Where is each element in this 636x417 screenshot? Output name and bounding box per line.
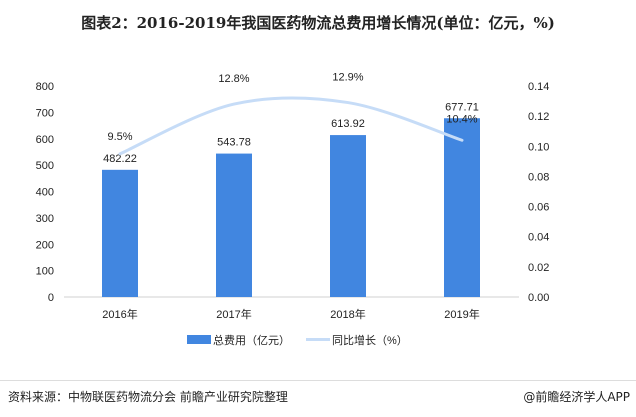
right-axis-tick-label: 0.14 (528, 81, 549, 93)
footer-divider (0, 380, 636, 381)
legend-line-label: 同比增长（%） (332, 333, 408, 347)
chart-svg: 0 100 200 300 400 500 600 700 800 0.00 0.02 0.04 0.0… (36, 72, 550, 347)
x-axis-tick-label: 2018年 (330, 307, 365, 321)
left-axis-tick-label: 0 (48, 292, 54, 304)
left-axis-tick-label: 100 (36, 266, 54, 278)
chart-title: 图表2：2016-2019年我国医药物流总费用增长情况(单位：亿元，%) (81, 14, 555, 32)
growth-line (118, 96, 464, 156)
x-axis-tick-label: 2016年 (102, 307, 137, 321)
right-axis-tick-label: 0.12 (528, 111, 549, 123)
line-value-label: 9.5% (107, 131, 132, 143)
left-axis-tick-label: 400 (36, 187, 54, 199)
bar-value-label: 482.22 (103, 153, 137, 165)
right-axis-tick-label: 0.02 (528, 262, 549, 274)
left-axis-tick-label: 200 (36, 239, 54, 251)
line-value-label: 12.8% (218, 73, 249, 85)
bar-value-label: 613.92 (331, 118, 365, 130)
bar-2018年 (330, 135, 366, 297)
bar-value-label: 543.78 (217, 137, 251, 149)
legend-bar-label: 总费用（亿元） (213, 333, 290, 347)
right-axis-tick-label: 0.00 (528, 292, 549, 304)
left-axis-tick-label: 500 (36, 160, 54, 172)
line-value-label: 12.9% (332, 72, 363, 84)
left-axis-tick-label: 700 (36, 107, 54, 119)
bar-2016年 (102, 169, 138, 297)
x-axis-tick-label: 2017年 (216, 307, 251, 321)
source-note: 资料来源：中物联医药物流分会 前瞻产业研究院整理 (8, 390, 288, 404)
left-axis-tick-label: 800 (36, 81, 54, 93)
right-axis-tick-label: 0.06 (528, 202, 549, 214)
left-axis-tick-label: 600 (36, 134, 54, 146)
right-axis-tick-label: 0.04 (528, 232, 549, 244)
line-value-label: 10.4% (446, 113, 477, 125)
bar-value-label: 677.71 (445, 101, 479, 113)
x-axis-tick-label: 2019年 (444, 307, 479, 321)
bar-2017年 (216, 153, 252, 297)
bar-2019年 (444, 118, 480, 297)
legend-bar-swatch (187, 335, 211, 344)
credit-note: @前瞻经济学人APP (523, 390, 630, 404)
right-axis-tick-label: 0.08 (528, 171, 549, 183)
left-axis-tick-label: 300 (36, 213, 54, 225)
right-axis-tick-label: 0.10 (528, 141, 549, 153)
